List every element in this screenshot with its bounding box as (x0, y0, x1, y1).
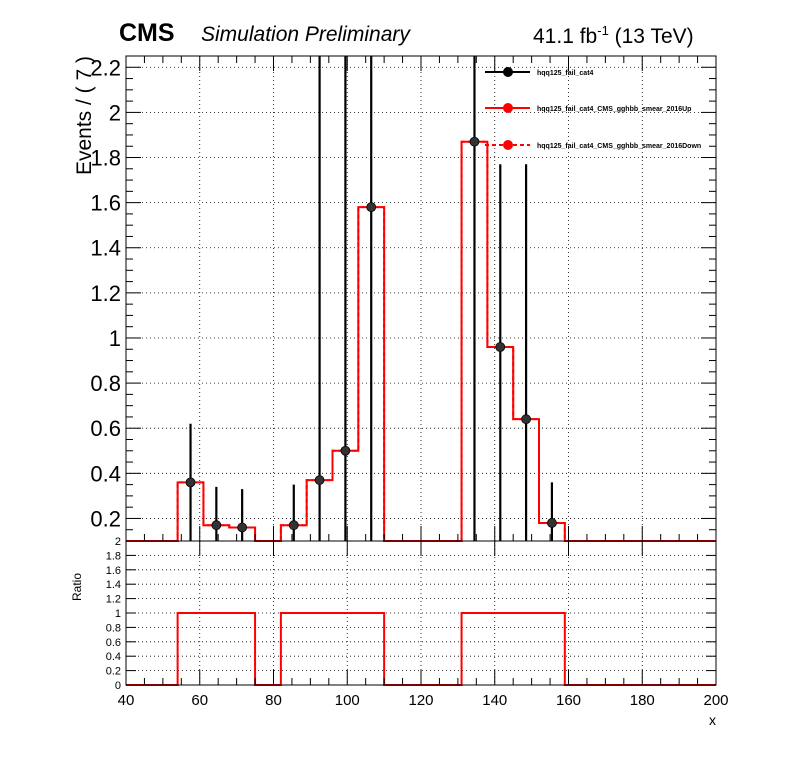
experiment-label: CMS (119, 19, 175, 47)
ratio-ytick-label: 1.8 (106, 550, 121, 562)
ratio-ytick-label: 1.2 (106, 594, 121, 606)
legend-label: hqq125_fail_cat4 (537, 70, 594, 77)
main-ytick-label: 0.4 (90, 461, 121, 486)
legend-label: hqq125_fail_cat4_CMS_gghbb_smear_2016Dow… (537, 143, 701, 150)
main-ytick-label: 1.6 (90, 191, 121, 216)
xtick-label: 180 (630, 692, 655, 709)
legend-marker (503, 103, 513, 113)
data-points (185, 56, 557, 541)
ratio-ytick-label: 0.8 (106, 622, 121, 634)
data-point (469, 136, 480, 147)
ratio-ytick-label: 0.2 (106, 666, 121, 678)
main-ticks (125, 56, 717, 541)
main-grid (125, 56, 717, 541)
lumi-exponent: -1 (597, 23, 609, 38)
data-point (237, 522, 248, 533)
xtick-label: 140 (482, 692, 507, 709)
xtick-label: 80 (265, 692, 282, 709)
data-point (521, 414, 531, 425)
ratio-ytick-label: 1.4 (106, 579, 121, 591)
subtitle-label: Simulation Preliminary (201, 23, 410, 46)
main-ytick-label: 1.2 (90, 281, 121, 306)
xtick-label: 60 (191, 692, 208, 709)
legend (485, 67, 530, 150)
main-ylabel: Events / ( 7 ) (73, 56, 96, 175)
data-point (185, 477, 196, 488)
data-point (547, 518, 557, 528)
main-ytick-label: 0.8 (90, 371, 121, 396)
data-point (211, 520, 222, 531)
lumi-label: 41.1 fb-1 (13 TeV) (533, 23, 694, 49)
ratio-ytick-label: 0.4 (106, 651, 121, 663)
data-point (366, 202, 377, 213)
data-point (340, 445, 351, 456)
main-ytick-label: 2 (109, 100, 121, 125)
ratio-ytick-label: 2 (115, 536, 121, 548)
data-point (495, 342, 506, 352)
ratio-ytick-label: 0 (115, 680, 121, 692)
ratio-ytick-label: 1 (115, 608, 121, 620)
main-ytick-label: 1.8 (90, 146, 121, 171)
main-ytick-label: 0.2 (90, 506, 121, 531)
ratio-ticks (125, 540, 717, 686)
hist-down-line (126, 140, 716, 542)
xtick-label: 200 (703, 692, 728, 709)
xtick-label: 100 (335, 692, 360, 709)
xtick-label: 160 (556, 692, 581, 709)
x-axis-label: x (709, 712, 716, 728)
legend-marker (503, 140, 513, 150)
lumi-energy: (13 TeV) (608, 25, 694, 48)
lumi-value: 41.1 fb (533, 25, 598, 48)
data-point (314, 475, 325, 485)
xtick-label: 40 (118, 692, 135, 709)
ratio-ylabel: Ratio (70, 573, 84, 601)
main-ytick-label: 0.6 (90, 416, 121, 441)
main-ytick-label: 1.4 (90, 236, 121, 261)
ratio-ytick-label: 0.6 (106, 637, 121, 649)
ratio-ytick-label: 1.6 (106, 565, 121, 577)
legend-marker (503, 67, 513, 77)
main-ytick-label: 2.2 (90, 55, 121, 80)
xtick-label: 120 (408, 692, 433, 709)
hist-up-line (126, 140, 716, 542)
main-ytick-label: 1 (109, 326, 121, 351)
legend-label: hqq125_fail_cat4_CMS_gghbb_smear_2016Up (537, 106, 691, 113)
data-point (288, 520, 299, 531)
